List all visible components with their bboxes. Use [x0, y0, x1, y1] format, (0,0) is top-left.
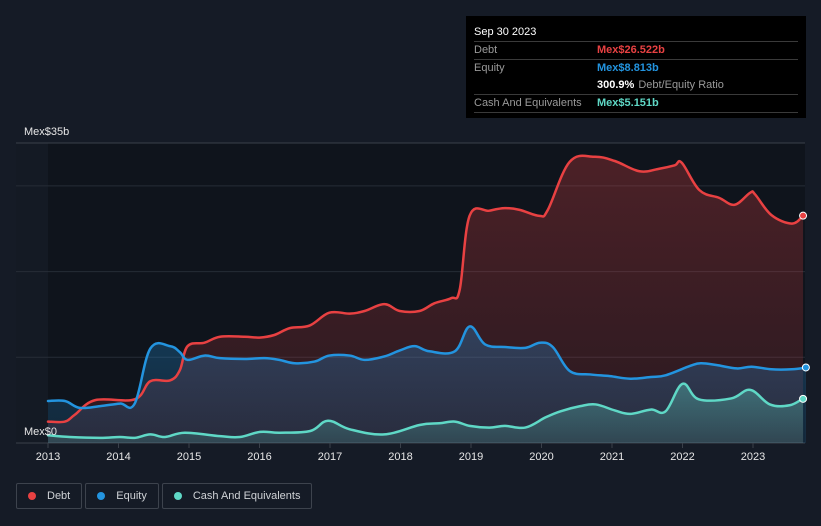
tooltip-label: Equity	[474, 62, 505, 74]
x-tick-label: 2022	[670, 451, 694, 463]
x-tick-label: 2017	[318, 451, 342, 463]
tooltip-date: Sep 30 2023	[474, 24, 798, 42]
tooltip-row-debt: Debt Mex$26.522b	[474, 42, 798, 60]
equity-line	[46, 325, 808, 410]
tooltip-value-cash: Mex$5.151b	[597, 97, 659, 109]
cash-area	[48, 383, 804, 443]
x-tick-label: 2013	[36, 451, 60, 463]
debt-dot-icon	[28, 492, 36, 500]
x-tick-label: 2014	[106, 451, 130, 463]
x-tick-label: 2016	[247, 451, 271, 463]
tooltip-panel: Sep 30 2023 Debt Mex$26.522b Equity Mex$…	[466, 16, 806, 118]
x-tick-label: 2019	[459, 451, 483, 463]
x-tick-label: 2015	[177, 451, 201, 463]
legend-label: Cash And Equivalents	[192, 490, 301, 502]
equity-dot-icon	[97, 492, 106, 500]
tooltip-label: Debt	[474, 44, 498, 56]
chart-legend: Debt Equity Cash And Equivalents	[16, 483, 313, 509]
cash-dot-icon	[173, 492, 182, 500]
legend-label: Debt	[47, 490, 71, 502]
tooltip-value-equity: Mex$8.813b	[597, 62, 659, 74]
tooltip-row-cash: Cash And Equivalents Mex$5.151b	[474, 95, 798, 113]
tooltip-row-equity: Equity Mex$8.813b	[474, 60, 798, 77]
y-axis-bottom-label: Mex$0	[24, 426, 57, 438]
legend-item-debt[interactable]: Debt	[16, 483, 83, 509]
tooltip-spacer	[474, 77, 597, 94]
legend-item-equity[interactable]: Equity	[85, 483, 159, 509]
tooltip-ratio-value: 300.9%	[597, 79, 635, 91]
tooltip-label: Cash And Equivalents	[474, 97, 582, 109]
tooltip-row-ratio: 300.9% Debt/Equity Ratio	[474, 77, 798, 95]
debt-last-point-marker[interactable]	[799, 211, 808, 220]
cash-line	[46, 382, 805, 440]
cash-last-point-marker[interactable]	[799, 394, 808, 403]
x-tick-label: 2023	[741, 451, 765, 463]
tooltip-ratio-label: Debt/Equity Ratio	[638, 79, 724, 91]
legend-item-cash[interactable]: Cash And Equivalents	[161, 483, 313, 509]
tooltip-value-debt: Mex$26.522b	[597, 44, 665, 56]
x-tick-label: 2018	[388, 451, 412, 463]
x-tick-label: 2021	[600, 451, 624, 463]
equity-last-point-marker[interactable]	[801, 363, 810, 372]
x-tick-label: 2020	[529, 451, 553, 463]
legend-label: Equity	[116, 490, 147, 502]
y-axis-top-label: Mex$35b	[24, 126, 69, 138]
